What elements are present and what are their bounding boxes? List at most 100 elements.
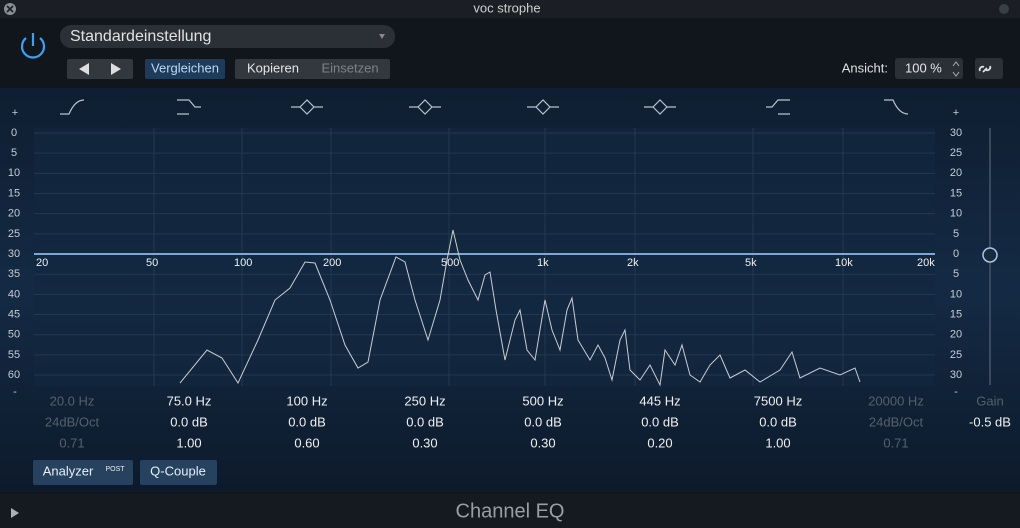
band-q: 1.00 [176,435,201,450]
left-scale-label: 5 [11,147,17,159]
left-scale-label: 40 [8,288,20,300]
band-icon [291,99,323,115]
compare-label: Vergleichen [151,60,219,75]
nav-buttons[interactable] [67,59,133,79]
title-bar [0,0,1020,18]
band-q: 0.20 [647,435,672,450]
frequency-label: 10k [835,257,853,269]
right-scale-label: 20 [950,329,962,341]
right-scale-label: 10 [950,288,962,300]
expand-icon[interactable] [11,508,19,518]
window-title: voc strophe [473,0,540,15]
right-scale-label: 30 [950,127,962,139]
frequency-label: 20 [36,257,48,269]
frequency-label: 100 [234,257,252,269]
right-scale-label: 15 [950,308,962,320]
view-label: Ansicht: [842,60,888,75]
left-scale-label: 55 [8,349,20,361]
band-gain: 0.0 dB [288,414,326,429]
compare-button[interactable] [145,59,225,79]
q-couple-label: Q-Couple [150,463,206,478]
paste-button[interactable]: Einsetzen [321,60,378,75]
band-gain: 24dB/Oct [869,414,924,429]
right-scale-label: 30 [950,369,962,381]
grid [34,128,935,386]
band-frequency: 445 Hz [639,393,680,408]
master-gain-label: Gain [976,393,1003,408]
footer [0,494,1020,528]
left-scale-plus: + [12,107,18,119]
view-field[interactable] [895,58,963,79]
analyzer-badge: POST [105,466,125,473]
left-scale-label: 60 [8,369,20,381]
right-scale-label: 25 [950,349,962,361]
left-scale-label: 50 [8,329,20,341]
left-scale-label: 20 [8,208,20,220]
graph-area [34,128,935,386]
band-icon [177,99,201,115]
band-frequency: 100 Hz [286,393,327,408]
frequency-label: 20k [917,257,935,269]
band-icon [60,99,85,115]
close-icon [6,5,14,13]
right-scale-minus: - [954,386,958,398]
power-button[interactable] [20,33,46,59]
link-icon [978,65,992,73]
prev-icon [79,63,89,75]
frequency-label: 200 [323,257,341,269]
left-scale-minus: - [13,386,17,398]
band-gain: 0.0 dB [759,414,797,429]
left-scale-label: 35 [8,268,20,280]
band-frequency: 20000 Hz [868,393,924,408]
band-gain: 0.0 dB [524,414,562,429]
band-icon [644,99,676,115]
frequency-label: 1k [537,257,549,269]
right-scale-plus: + [953,107,959,119]
stepper [952,61,960,77]
band-frequency: 20.0 Hz [50,393,95,408]
plugin-name: Channel EQ [456,500,565,522]
q-couple-button[interactable] [140,460,217,485]
gain-slider-knob[interactable] [982,247,998,263]
right-scale-label: 5 [953,228,959,240]
band-frequency: 7500 Hz [754,393,802,408]
band-icon [409,99,441,115]
band-q: 0.30 [530,435,555,450]
analyzer-spectrum [179,229,861,387]
right-scale-label: 20 [950,167,962,179]
right-scale-label: 5 [953,268,959,280]
band-q: 0.71 [59,435,84,450]
link-button[interactable] [975,58,1003,79]
band-q: 0.30 [412,435,437,450]
frequency-label: 5k [745,257,757,269]
dropdown-arrow [379,34,385,39]
band-gain: 24dB/Oct [45,414,100,429]
band-gain: 0.0 dB [170,414,208,429]
copy-button[interactable]: Kopieren [247,60,299,75]
band-frequency: 75.0 Hz [167,393,212,408]
master-gain-value: -0.5 dB [969,414,1011,429]
preset-menu[interactable] [60,25,395,48]
right-scale-label: 25 [950,147,962,159]
band-q: 0.71 [883,435,908,450]
right-scale-label: 10 [950,208,962,220]
window-control[interactable] [999,4,1009,14]
frequency-label: 2k [627,257,639,269]
band-frequency: 500 Hz [522,393,563,408]
left-scale-label: 25 [8,228,20,240]
view-value: 100 % [905,60,942,75]
frequency-label: 50 [146,257,158,269]
band-q: 0.60 [294,435,319,450]
left-scale-label: 0 [11,127,17,139]
band-q: 1.00 [765,435,790,450]
band-icon [766,99,790,115]
right-scale-label: 15 [950,187,962,199]
frequency-label: 500 [441,257,459,269]
next-icon [111,63,121,75]
right-scale-label: 0 [953,248,959,260]
analyzer-button[interactable] [33,460,133,485]
left-scale-label: 10 [8,167,20,179]
band-gain: 0.0 dB [641,414,679,429]
left-scale-label: 15 [8,187,20,199]
